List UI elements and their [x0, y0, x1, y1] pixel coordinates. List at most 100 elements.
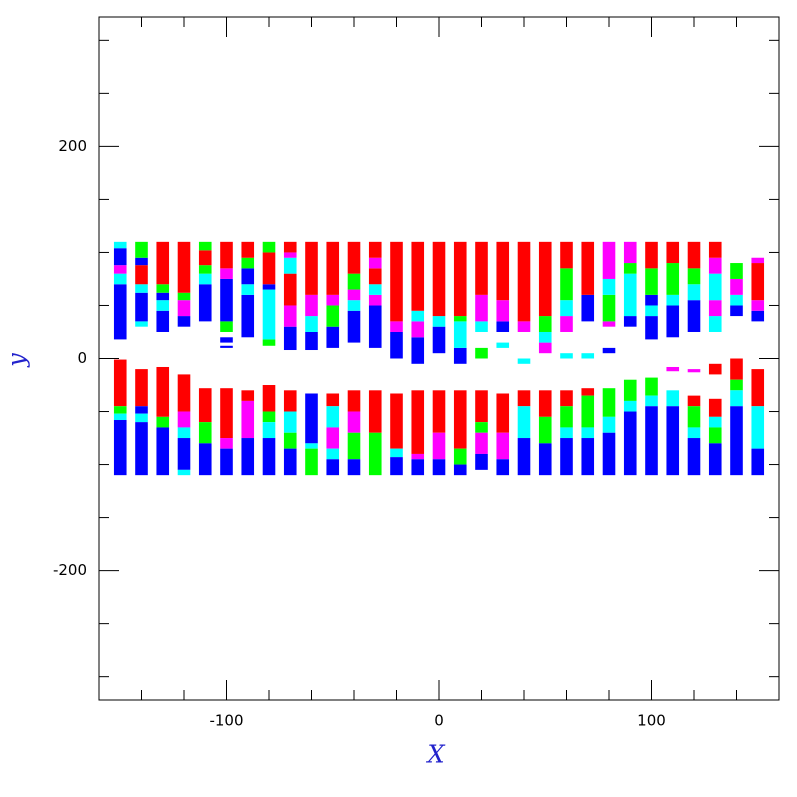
x-axis-label: X	[425, 741, 445, 769]
range-segment	[560, 406, 573, 428]
y-tick-label: 200	[58, 137, 87, 155]
range-segment	[623, 263, 637, 274]
range-segment	[113, 248, 127, 266]
range-segment	[283, 432, 297, 449]
range-segment	[347, 273, 361, 290]
range-segment	[390, 331, 403, 359]
range-segment	[411, 459, 425, 476]
range-segment	[708, 398, 722, 417]
range-segment	[177, 292, 191, 301]
range-segment	[623, 411, 637, 476]
range-segment	[687, 241, 701, 269]
range-segment	[602, 241, 616, 279]
range-segment	[687, 268, 701, 285]
range-segment	[645, 377, 658, 396]
range-segment	[708, 316, 722, 332]
range-segment	[262, 284, 276, 290]
range-segment	[560, 316, 573, 332]
range-segment	[687, 406, 701, 428]
range-segment	[305, 331, 318, 351]
range-segment	[198, 273, 212, 285]
range-segment	[666, 294, 680, 306]
range-segment	[262, 385, 276, 412]
range-segment	[283, 257, 297, 274]
range-segment	[666, 263, 680, 295]
range-segment	[453, 390, 467, 449]
range-segment	[220, 337, 233, 343]
range-segment	[475, 321, 488, 332]
range-segment	[135, 292, 148, 322]
range-segment	[177, 411, 191, 428]
range-segment	[708, 443, 722, 476]
range-segment	[432, 326, 446, 354]
range-segment	[347, 300, 361, 311]
range-segment	[390, 241, 403, 322]
range-segment	[517, 406, 531, 439]
range-segment	[113, 413, 127, 421]
range-segment	[645, 395, 658, 407]
range-segment	[666, 390, 680, 407]
range-segment	[560, 390, 573, 407]
range-segment	[177, 438, 191, 470]
range-segment	[751, 310, 765, 322]
range-segment	[241, 268, 255, 285]
range-segment	[220, 241, 233, 269]
range-segment	[411, 310, 425, 322]
range-segment	[602, 278, 616, 295]
range-segment	[135, 241, 148, 258]
x-tick-label: 0	[434, 712, 444, 730]
range-segment	[283, 390, 297, 412]
range-segment	[645, 268, 658, 295]
range-segment	[560, 300, 573, 317]
range-segment	[708, 257, 722, 274]
range-segment	[198, 443, 212, 476]
range-segment	[347, 411, 361, 433]
range-segment	[623, 273, 637, 317]
range-segment	[135, 369, 148, 407]
range-segment	[241, 257, 255, 269]
range-segment	[305, 316, 318, 332]
range-segment	[645, 294, 658, 306]
range-segment	[368, 390, 382, 433]
range-segment	[347, 241, 361, 274]
range-segment	[305, 241, 318, 295]
range-segment	[751, 257, 765, 264]
range-segment	[730, 358, 743, 380]
range-segment	[411, 390, 425, 454]
range-segment	[517, 390, 531, 407]
range-segment	[262, 339, 276, 346]
range-segment	[156, 284, 170, 293]
range-segment	[220, 438, 233, 449]
range-segment	[347, 459, 361, 476]
range-segment	[496, 321, 510, 332]
range-segment	[687, 300, 701, 332]
range-segment	[581, 294, 595, 322]
range-segment	[262, 422, 276, 439]
range-segment	[347, 289, 361, 301]
y-tick-label: -200	[53, 561, 87, 579]
range-segment	[135, 257, 148, 266]
range-segment	[730, 294, 743, 306]
range-segment	[730, 278, 743, 295]
range-segment	[560, 438, 573, 476]
range-segment	[241, 294, 255, 338]
range-segment	[326, 459, 340, 476]
range-segment	[198, 388, 212, 423]
range-segment	[538, 316, 552, 332]
range-segment	[560, 353, 573, 359]
range-segment	[113, 273, 127, 285]
range-segment	[220, 345, 233, 348]
range-segment	[177, 300, 191, 317]
range-segment	[687, 284, 701, 301]
range-segment	[305, 294, 318, 317]
range-segment	[113, 420, 127, 476]
range-segment	[517, 438, 531, 476]
range-segment	[113, 284, 127, 340]
range-segment	[220, 268, 233, 279]
range-segment	[496, 393, 510, 433]
range-segment	[496, 432, 510, 460]
range-segment	[411, 321, 425, 338]
range-segment	[241, 438, 255, 476]
range-segment	[262, 252, 276, 285]
range-segment	[581, 395, 595, 428]
